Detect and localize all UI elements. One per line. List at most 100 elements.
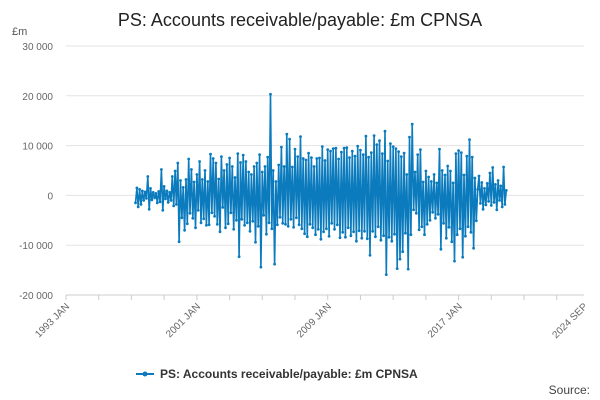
data-point: [143, 190, 147, 194]
data-point: [236, 152, 240, 156]
data-point: [368, 253, 372, 257]
data-point: [266, 155, 270, 159]
data-point: [305, 235, 309, 239]
data-point: [378, 139, 381, 143]
data-point: [394, 147, 398, 151]
data-point: [408, 135, 411, 139]
data-point: [361, 153, 365, 157]
y-tick-label: 20 000: [22, 92, 53, 103]
data-point: [198, 160, 202, 163]
data-point: [265, 232, 268, 236]
data-point: [425, 222, 429, 226]
data-point: [206, 180, 210, 183]
data-point: [465, 154, 469, 158]
data-point: [153, 196, 157, 200]
data-point: [244, 160, 248, 163]
data-point: [173, 169, 177, 173]
data-point: [168, 191, 172, 194]
data-point: [139, 203, 143, 206]
data-point: [349, 234, 353, 238]
data-point: [213, 214, 217, 218]
data-point: [420, 225, 424, 229]
data-point: [387, 235, 391, 239]
data-point: [334, 146, 338, 150]
data-point: [300, 227, 304, 231]
data-point: [196, 208, 200, 212]
data-point: [203, 169, 207, 172]
data-point: [301, 157, 305, 160]
data-point: [468, 138, 471, 142]
data-point: [299, 135, 302, 139]
data-point: [434, 216, 437, 220]
data-point: [453, 259, 456, 263]
legend-label: PS: Accounts receivable/payable: £m CPNS…: [160, 367, 418, 381]
data-point: [398, 257, 402, 261]
data-point: [502, 165, 505, 169]
data-point: [484, 203, 488, 207]
data-point: [469, 230, 473, 234]
data-point: [165, 189, 169, 193]
data-point: [477, 174, 481, 178]
data-point: [479, 202, 482, 205]
data-point: [355, 239, 358, 243]
data-point: [183, 228, 187, 232]
data-point: [157, 190, 161, 193]
data-point: [235, 218, 238, 222]
data-point: [271, 169, 275, 172]
data-point: [405, 173, 409, 176]
data-point: [383, 129, 387, 133]
data-point: [346, 226, 350, 230]
data-point: [286, 224, 290, 228]
legend[interactable]: PS: Accounts receivable/payable: £m CPNS…: [136, 367, 418, 381]
data-point: [404, 231, 407, 235]
data-point: [485, 182, 489, 185]
data-point: [199, 221, 203, 225]
data-point: [311, 226, 315, 230]
data-point: [254, 240, 257, 244]
data-point: [435, 181, 439, 185]
data-point: [461, 255, 465, 259]
data-point: [440, 169, 444, 172]
data-point: [333, 227, 336, 231]
data-point: [179, 179, 182, 182]
y-axis-ticks: 30 000 20 000 10 000 0 -10 000 -20 000: [19, 42, 53, 302]
data-point: [180, 216, 184, 220]
data-point: [421, 180, 425, 184]
data-point: [399, 155, 403, 159]
data-point: [176, 161, 180, 165]
data-point: [457, 149, 460, 153]
data-point: [438, 147, 441, 151]
data-point: [331, 147, 335, 151]
x-tick-label: 2024 SEP: [550, 301, 590, 341]
data-point: [424, 169, 428, 173]
data-point: [209, 152, 212, 156]
data-point: [397, 150, 400, 154]
data-point: [480, 181, 484, 184]
data-point: [345, 146, 349, 150]
data-point: [200, 178, 204, 181]
data-point: [352, 230, 355, 234]
data-point: [262, 213, 266, 217]
data-point: [380, 152, 384, 156]
data-point: [410, 122, 414, 126]
data-point: [330, 221, 334, 225]
data-point: [177, 240, 181, 244]
data-point: [214, 161, 218, 165]
data-point: [263, 165, 267, 168]
data-point: [375, 143, 379, 147]
data-point: [293, 147, 297, 151]
data-point: [391, 145, 395, 149]
data-point: [504, 189, 508, 192]
data-point: [341, 230, 345, 234]
y-tick-label: 0: [47, 191, 53, 202]
data-point: [494, 183, 497, 186]
data-point: [367, 155, 370, 159]
data-point: [255, 161, 259, 165]
data-point: [491, 166, 495, 169]
data-point: [498, 199, 501, 202]
data-point: [310, 156, 313, 160]
data-point: [428, 218, 432, 222]
data-point: [449, 169, 452, 173]
data-point: [417, 228, 421, 232]
data-point: [140, 189, 144, 193]
